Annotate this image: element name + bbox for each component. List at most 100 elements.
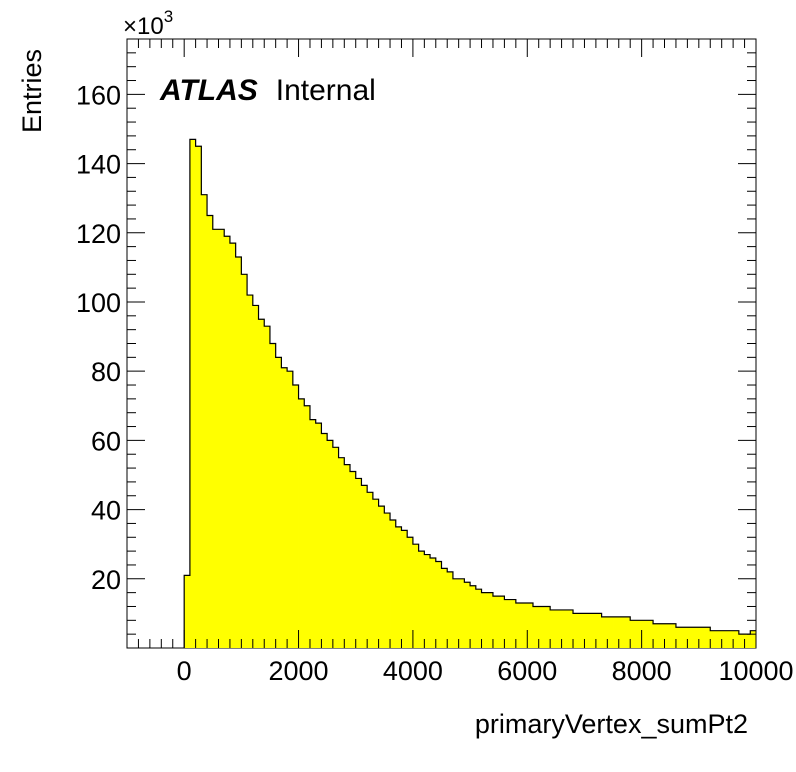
histogram-bin (247, 295, 254, 648)
histogram-bin (401, 530, 408, 648)
histogram-bin (441, 568, 448, 648)
histogram-bin (418, 551, 425, 648)
histogram-bin (281, 367, 288, 648)
axis-ticks (126, 38, 757, 648)
histogram-bin (567, 609, 574, 648)
histogram-bin (721, 630, 728, 648)
histogram-bin (207, 215, 214, 648)
histogram-bin (550, 609, 557, 648)
histogram-bin (538, 606, 545, 648)
histogram-bin (292, 385, 299, 648)
x-tick-label: 0 (177, 656, 192, 686)
y-tick-label: 140 (76, 150, 121, 180)
histogram-bin (412, 544, 420, 648)
histogram-bin (390, 519, 397, 648)
x-axis-title: primaryVertex_sumPt2 (475, 709, 748, 739)
histogram-bin (595, 613, 603, 648)
histogram-bin (618, 616, 625, 648)
histogram-bin (561, 609, 568, 648)
histogram-bin (252, 305, 259, 648)
histogram-bin (555, 609, 562, 648)
histogram-bin (407, 537, 414, 648)
atlas-label: ATLAS Internal (159, 74, 376, 107)
histogram-bin (304, 405, 311, 648)
histogram-bin (647, 620, 654, 648)
histogram-bin (510, 599, 517, 648)
histogram-bin (315, 423, 322, 648)
histogram-bin (750, 630, 757, 648)
histogram-bin (532, 606, 540, 648)
histogram-bin (378, 506, 385, 648)
histogram-bin (687, 627, 694, 648)
histogram-bin (635, 620, 643, 648)
x-tick-label: 10000 (718, 656, 793, 686)
histogram-bin (327, 440, 334, 648)
histogram-bin (464, 582, 471, 648)
histogram-bin (504, 599, 511, 648)
histogram-bin (715, 630, 723, 648)
histogram-bin (241, 274, 248, 648)
histogram-bin (733, 630, 740, 648)
y-multiplier: ×103 (123, 7, 173, 40)
histogram-bin (452, 578, 460, 648)
histogram-bin (658, 623, 665, 648)
histogram-bin (430, 558, 437, 648)
histogram-bin (372, 499, 379, 648)
histogram-bin (338, 457, 345, 648)
histogram-bin (578, 613, 585, 648)
y-tick-label: 80 (91, 357, 121, 387)
histogram-bin (332, 447, 339, 648)
histogram-bin (653, 623, 660, 648)
histogram-bin (229, 243, 237, 648)
y-tick-label: 160 (76, 80, 121, 110)
histogram-bin (521, 603, 528, 648)
histogram-bin (544, 606, 551, 648)
histogram-bin (475, 589, 482, 648)
tick-labels: 0 2000 4000 6000 8000 10000 20 40 60 80 100 120 140 1… (76, 80, 794, 686)
histogram-bin (344, 464, 351, 648)
x-tick-label: 4000 (383, 656, 443, 686)
histogram-bin (269, 343, 277, 648)
histogram-bin (590, 613, 597, 648)
histogram-bin (355, 478, 362, 648)
histogram-bin (675, 627, 683, 648)
histogram-bin (189, 139, 197, 648)
histogram-bin (361, 485, 368, 648)
y-tick-label: 120 (76, 219, 121, 249)
histogram-bin (258, 319, 265, 648)
histogram-bin (195, 146, 202, 648)
histogram-bin (515, 603, 522, 648)
histogram-bin (447, 571, 454, 649)
histogram-bin (235, 256, 242, 648)
y-tick-label: 40 (91, 496, 121, 526)
histogram-bin (212, 229, 219, 648)
histogram-bin (350, 471, 357, 648)
histogram-bin (630, 620, 637, 648)
histogram-bin (424, 554, 431, 648)
histogram-bin (738, 634, 745, 648)
histogram-bin (395, 526, 402, 648)
histogram-bin (492, 596, 500, 648)
histogram-bin (481, 592, 488, 648)
histogram-bin (309, 419, 317, 649)
histogram-bin (664, 623, 671, 648)
histogram-bin (487, 592, 494, 648)
histogram-bin (527, 603, 534, 648)
histogram-bin (218, 229, 225, 648)
histogram-bin (601, 616, 608, 648)
x-tick-label: 6000 (497, 656, 557, 686)
histogram-bin (704, 627, 711, 648)
histogram-bin (184, 575, 191, 648)
histogram-bin (321, 433, 328, 648)
histogram-bin (298, 398, 305, 648)
histogram-bin (681, 627, 688, 648)
histogram-bin (641, 620, 648, 648)
histogram-bin (275, 357, 282, 648)
histogram-bin (264, 326, 271, 648)
histogram-bin (384, 513, 391, 648)
histogram-bin (573, 613, 580, 648)
histogram-bin (710, 630, 717, 648)
histogram-bin (607, 616, 614, 648)
histogram-bin (613, 616, 620, 648)
histogram-bin (670, 623, 677, 648)
